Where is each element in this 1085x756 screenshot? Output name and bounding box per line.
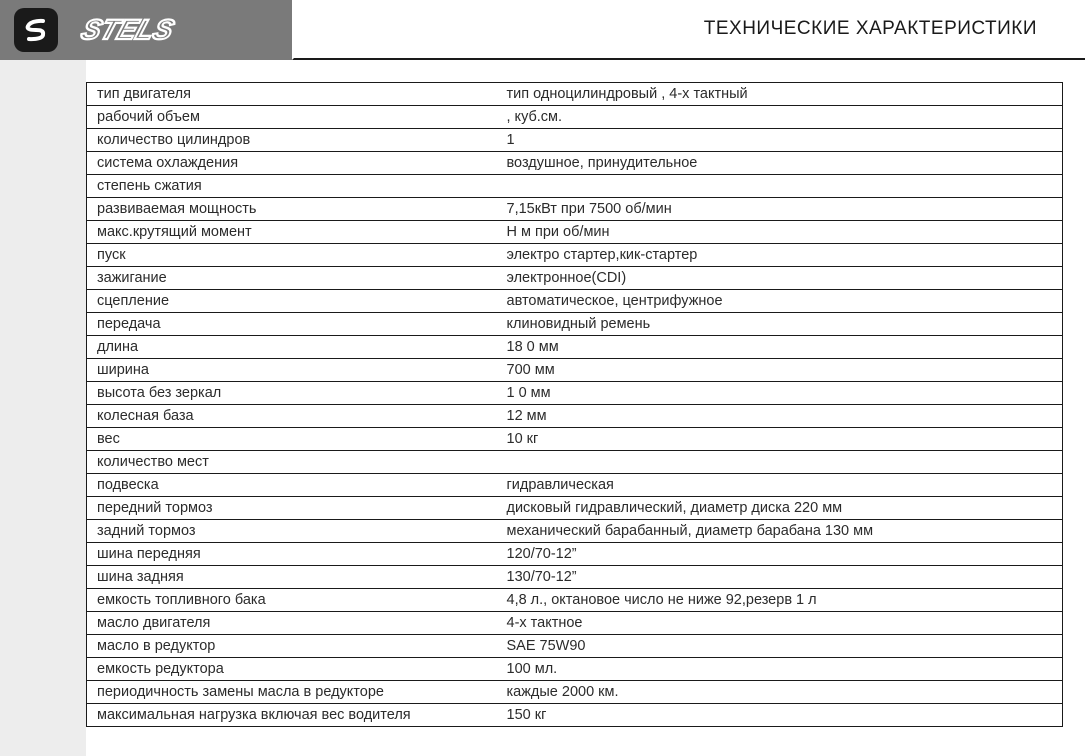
spec-label: передача — [87, 313, 507, 336]
brand-badge — [14, 8, 58, 52]
spec-value: Н м при об/мин — [507, 221, 1063, 244]
spec-value: 4-х тактное — [507, 612, 1063, 635]
spec-label: максимальная нагрузка включая вес водите… — [87, 704, 507, 727]
table-row: колесная база12 мм — [87, 405, 1063, 428]
spec-label: длина — [87, 336, 507, 359]
spec-value: каждые 2000 км. — [507, 681, 1063, 704]
spec-label: рабочий объем — [87, 106, 507, 129]
spec-label: емкость топливного бака — [87, 589, 507, 612]
spec-value: 10 кг — [507, 428, 1063, 451]
spec-label: количество мест — [87, 451, 507, 474]
table-row: шина передняя120/70-12” — [87, 543, 1063, 566]
spec-label: задний тормоз — [87, 520, 507, 543]
spec-label: масло в редуктор — [87, 635, 507, 658]
spec-value: 1 — [507, 129, 1063, 152]
table-row: ширина700 мм — [87, 359, 1063, 382]
spec-value: 150 кг — [507, 704, 1063, 727]
page-header: STELS ТЕХНИЧЕСКИЕ ХАРАКТЕРИСТИКИ — [0, 0, 1085, 60]
table-row: рабочий объем , куб.см. — [87, 106, 1063, 129]
spec-value: 120/70-12” — [507, 543, 1063, 566]
spec-label: степень сжатия — [87, 175, 507, 198]
spec-value: воздушное, принудительное — [507, 152, 1063, 175]
table-row: развиваемая мощность7,15кВт при 7500 об/… — [87, 198, 1063, 221]
table-row: передний тормоздисковый гидравлический, … — [87, 497, 1063, 520]
spec-value: 700 мм — [507, 359, 1063, 382]
spec-label: шина задняя — [87, 566, 507, 589]
spec-label: макс.крутящий момент — [87, 221, 507, 244]
spec-value: электро стартер,кик-стартер — [507, 244, 1063, 267]
spec-value: тип одноцилиндровый , 4-х тактный — [507, 83, 1063, 106]
logo-panel: STELS — [0, 0, 292, 60]
spec-label: высота без зеркал — [87, 382, 507, 405]
brand-text: STELS — [77, 15, 177, 46]
spec-value: механический барабанный, диаметр барабан… — [507, 520, 1063, 543]
spec-value: электронное(CDI) — [507, 267, 1063, 290]
spec-label: колесная база — [87, 405, 507, 428]
brand-wordmark: STELS — [66, 13, 266, 47]
spec-value: 1 0 мм — [507, 382, 1063, 405]
specs-table-container: тип двигателятип одноцилиндровый , 4-х т… — [86, 82, 1063, 727]
table-row: подвескагидравлическая — [87, 474, 1063, 497]
spec-label: пуск — [87, 244, 507, 267]
spec-label: тип двигателя — [87, 83, 507, 106]
table-row: передачаклиновидный ремень — [87, 313, 1063, 336]
spec-label: масло двигателя — [87, 612, 507, 635]
table-row: система охлаждениявоздушное, принудитель… — [87, 152, 1063, 175]
specs-table: тип двигателятип одноцилиндровый , 4-х т… — [86, 82, 1063, 727]
table-row: высота без зеркал1 0 мм — [87, 382, 1063, 405]
spec-value: 130/70-12” — [507, 566, 1063, 589]
spec-label: подвеска — [87, 474, 507, 497]
table-row: длина18 0 мм — [87, 336, 1063, 359]
table-row: периодичность замены масла в редукторе к… — [87, 681, 1063, 704]
table-row: масло двигателя 4-х тактное — [87, 612, 1063, 635]
table-row: пускэлектро стартер,кик-стартер — [87, 244, 1063, 267]
spec-label: вес — [87, 428, 507, 451]
spec-label: сцепление — [87, 290, 507, 313]
spec-value: автоматическое, центрифужное — [507, 290, 1063, 313]
spec-value: 7,15кВт при 7500 об/мин — [507, 198, 1063, 221]
spec-label: периодичность замены масла в редукторе — [87, 681, 507, 704]
spec-value: 12 мм — [507, 405, 1063, 428]
table-row: тип двигателятип одноцилиндровый , 4-х т… — [87, 83, 1063, 106]
spec-value: гидравлическая — [507, 474, 1063, 497]
spec-value: 18 0 мм — [507, 336, 1063, 359]
table-row: степень сжатия — [87, 175, 1063, 198]
spec-value: 4,8 л., октановое число не ниже 92,резер… — [507, 589, 1063, 612]
table-row: макс.крутящий момент Н м при об/мин — [87, 221, 1063, 244]
table-row: количество цилиндров1 — [87, 129, 1063, 152]
table-row: количество мест — [87, 451, 1063, 474]
table-row: масло в редуктор SAE 75W90 — [87, 635, 1063, 658]
spec-label: зажигание — [87, 267, 507, 290]
page-title: ТЕХНИЧЕСКИЕ ХАРАКТЕРИСТИКИ — [704, 18, 1037, 40]
spec-label: шина передняя — [87, 543, 507, 566]
spec-label: развиваемая мощность — [87, 198, 507, 221]
spec-label: ширина — [87, 359, 507, 382]
spec-label: количество цилиндров — [87, 129, 507, 152]
table-row: задний тормозмеханический барабанный, ди… — [87, 520, 1063, 543]
spec-value: 100 мл. — [507, 658, 1063, 681]
table-row: вес10 кг — [87, 428, 1063, 451]
spec-value — [507, 175, 1063, 198]
spec-value: SAE 75W90 — [507, 635, 1063, 658]
left-margin-strip — [0, 60, 86, 756]
table-row: шина задняя130/70-12” — [87, 566, 1063, 589]
stels-s-icon — [21, 15, 51, 45]
spec-label: система охлаждения — [87, 152, 507, 175]
table-row: зажигание электронное(CDI) — [87, 267, 1063, 290]
table-row: максимальная нагрузка включая вес водите… — [87, 704, 1063, 727]
spec-label: передний тормоз — [87, 497, 507, 520]
spec-value — [507, 451, 1063, 474]
spec-label: емкость редуктора — [87, 658, 507, 681]
table-row: емкость редуктора100 мл. — [87, 658, 1063, 681]
spec-value: клиновидный ремень — [507, 313, 1063, 336]
spec-value: дисковый гидравлический, диаметр диска 2… — [507, 497, 1063, 520]
spec-value: , куб.см. — [507, 106, 1063, 129]
table-row: емкость топливного бака4,8 л., октановое… — [87, 589, 1063, 612]
title-panel: ТЕХНИЧЕСКИЕ ХАРАКТЕРИСТИКИ — [292, 0, 1085, 60]
table-row: сцеплениеавтоматическое, центрифужное — [87, 290, 1063, 313]
